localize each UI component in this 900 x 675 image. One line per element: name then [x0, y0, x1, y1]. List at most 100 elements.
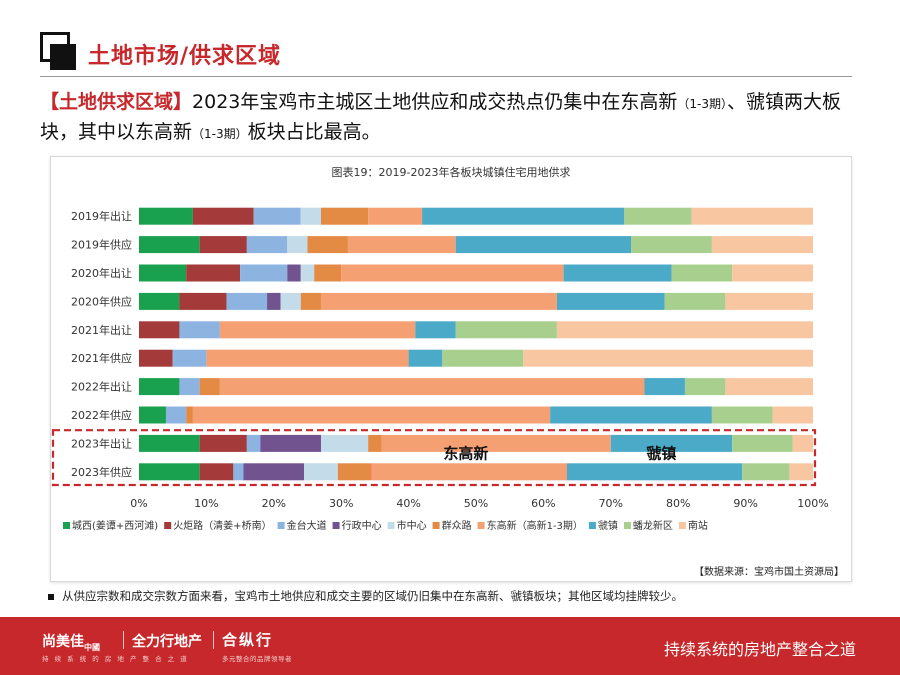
bar-segment: [320, 434, 369, 452]
bar-segment: [139, 321, 180, 339]
headline-small2: （1-3期）: [192, 127, 248, 141]
bar-segment: [422, 207, 625, 225]
bar-segment: [381, 434, 611, 452]
category-label: 2019年供应: [71, 238, 132, 252]
legend-label: 群众路: [442, 519, 472, 532]
bullet-icon: [48, 593, 54, 600]
x-tick-label: 20%: [262, 497, 286, 510]
bar-segment: [725, 378, 813, 396]
bar-segment: [442, 349, 524, 367]
bar-segment: [684, 378, 726, 396]
bar-segment: [792, 434, 813, 452]
footnote: 从供应宗数和成交宗数方面来看，宝鸡市土地供应和成交主要的区域仍旧集中在东高新、虢…: [48, 588, 683, 604]
bar-segment: [219, 378, 645, 396]
bar-segment: [199, 434, 247, 452]
bar-segment: [179, 378, 200, 396]
legend-label: 蟠龙新区: [633, 519, 673, 532]
bar-segment: [260, 434, 321, 452]
bar-segment: [139, 463, 200, 481]
bar-segment: [186, 406, 193, 424]
bar-segment: [725, 292, 813, 310]
bar-segment: [563, 264, 672, 282]
bar-segment: [253, 207, 301, 225]
brand-hezongxing: 合纵行: [222, 631, 274, 649]
legend-swatch: [588, 522, 596, 529]
bar-segment: [246, 236, 288, 254]
bar-segment: [742, 463, 790, 481]
brand-shangmeijia-name: 尚美佳: [42, 634, 84, 650]
bar-segment: [139, 378, 180, 396]
legend-swatch: [332, 522, 340, 529]
bar-segment: [610, 434, 733, 452]
legend-label: 虢镇: [598, 519, 618, 532]
x-tick-label: 90%: [733, 497, 757, 510]
bar-segment: [206, 349, 409, 367]
category-label: 2021年出让: [71, 323, 132, 337]
bar-segment: [226, 292, 268, 310]
bar-segment: [320, 292, 557, 310]
headline-small1: （1-3期）: [677, 97, 727, 111]
bar-segment: [341, 264, 564, 282]
bar-segment: [664, 292, 726, 310]
chart-title: 图表19：2019-2023年各板块城镇住宅用地供求: [331, 166, 571, 179]
bar-segment: [243, 463, 305, 481]
bar-segment: [304, 463, 338, 481]
legend-label: 南站: [688, 519, 708, 532]
brand-shangmeijia: 尚美佳中國: [42, 631, 100, 653]
bar-segment: [219, 321, 416, 339]
bar-segment: [280, 292, 301, 310]
headline-part3: 板块占比最高。: [247, 121, 381, 143]
category-label: 2023年供应: [71, 465, 132, 479]
data-source: 【数据来源：宝鸡市国土资源局】: [694, 567, 844, 578]
bar-segment: [139, 349, 173, 367]
bar-segment: [671, 264, 733, 282]
bar-segment: [300, 264, 315, 282]
footer-slogan: 持续系统的房地产整合之道: [663, 640, 856, 659]
category-label: 2020年供应: [71, 294, 132, 308]
footer-bar: 尚美佳中國 全力行地产 合纵行 持 续 系 统 的 房 地 产 整 合 之 道 …: [0, 617, 900, 675]
legend-label: 行政中心: [342, 519, 382, 532]
bar-segment: [556, 321, 813, 339]
x-tick-label: 80%: [666, 497, 690, 510]
category-label: 2023年出让: [71, 436, 132, 450]
bar-segment: [199, 463, 234, 481]
bar-segment: [371, 463, 567, 481]
legend-swatch: [164, 522, 172, 529]
legend-swatch: [277, 522, 285, 529]
legend-swatch: [63, 522, 70, 529]
bar-segment: [368, 207, 423, 225]
bar-segment: [186, 264, 241, 282]
bar-segment: [455, 236, 632, 254]
legend-swatch: [623, 522, 631, 529]
brand-tagline-3: 多元整合的品牌领导者: [222, 655, 292, 663]
footnote-text: 从供应宗数和成交宗数方面来看，宝鸡市土地供应和成交主要的区域仍旧集中在东高新、虢…: [62, 589, 683, 603]
headline-part2: 、虢镇两大板块，其中以东高新: [40, 91, 841, 143]
legend-swatch: [477, 522, 485, 529]
bar-segment: [732, 264, 813, 282]
bar-segment: [300, 207, 321, 225]
legend-label: 金台大道: [287, 519, 327, 532]
bar-segment: [267, 292, 281, 310]
bar-segment: [139, 207, 193, 225]
legend-label: 火炬路（清姜+桥南）: [173, 519, 271, 532]
bar-segment: [192, 207, 254, 225]
bar-segment: [287, 236, 308, 254]
x-tick-label: 60%: [531, 497, 555, 510]
bar-segment: [624, 207, 692, 225]
bar-segment: [772, 406, 813, 424]
legend-swatch: [387, 522, 395, 529]
x-tick-label: 0%: [130, 497, 147, 510]
bar-segment: [337, 463, 372, 481]
highlight-box: [51, 429, 817, 487]
x-tick-label: 70%: [599, 497, 623, 510]
bar-segment: [523, 349, 813, 367]
title-divider: [40, 76, 852, 77]
bar-segment: [199, 378, 220, 396]
brand-shangmeijia-sub: 中國: [84, 642, 100, 652]
bar-segment: [199, 236, 247, 254]
bar-segment: [246, 434, 261, 452]
bar-segment: [408, 349, 443, 367]
legend-swatch: [432, 522, 440, 529]
bar-segment: [240, 264, 288, 282]
x-tick-label: 10%: [194, 497, 218, 510]
